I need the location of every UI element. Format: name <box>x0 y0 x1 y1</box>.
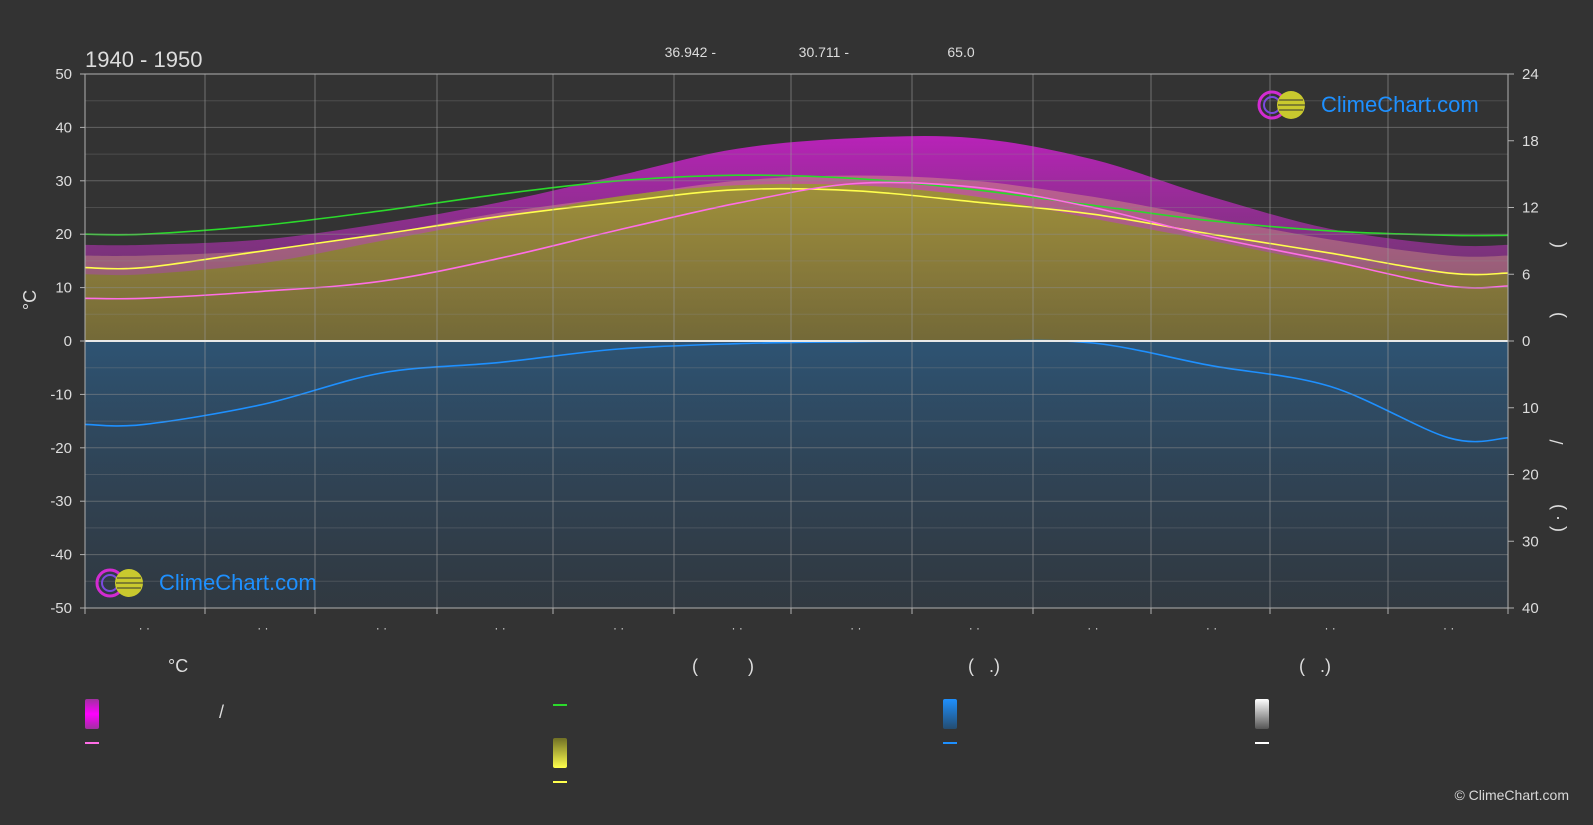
y-axis-label: °C <box>20 290 40 310</box>
legend-swatch-snow <box>1255 699 1269 729</box>
x-tick-label: · · <box>494 621 505 635</box>
copyright: © ClimeChart.com <box>1454 787 1569 803</box>
y-tick-label: 0 <box>64 333 72 350</box>
y2-upper-tick-label: 12 <box>1522 200 1539 217</box>
chart-title: 1940 - 1950 <box>85 47 202 72</box>
y2-label-upper-1: ( <box>1547 242 1567 248</box>
precip-line <box>84 339 1509 443</box>
y-tick-label: 50 <box>55 66 72 83</box>
y2-upper-tick-label: 6 <box>1522 266 1530 283</box>
legend-line-precip <box>943 742 957 744</box>
x-tick-label: · · <box>139 621 150 635</box>
band-sunshine <box>85 183 1508 341</box>
logo-icon <box>1257 90 1305 120</box>
legend-header-rain: ( .) <box>968 656 1000 676</box>
y2-label-lower-1: / <box>1547 439 1567 444</box>
stat-1: 36.942 - <box>665 44 717 60</box>
legend-slash: / <box>219 702 225 722</box>
y-tick-label: -30 <box>50 493 72 510</box>
daylight-line <box>84 174 1509 237</box>
y2-lower-tick-label: 30 <box>1522 533 1539 550</box>
y-tick-label: 40 <box>55 119 72 136</box>
y-tick-label: -40 <box>50 547 72 564</box>
legend-swatch-precip <box>943 699 957 729</box>
legend-line-snow <box>1255 742 1269 744</box>
y2-upper-tick-label: 24 <box>1522 66 1539 83</box>
logo-bottom[interactable]: ClimeChart.com <box>95 566 317 600</box>
x-tick-label: · · <box>613 621 624 635</box>
x-tick-label: · · <box>376 621 387 635</box>
axes: 50 40 30 20 10 0 -10 -20 -30 -40 -50 24 18 12 6 0 10 20 30… <box>50 66 1538 635</box>
x-tick-label: · · <box>1087 621 1098 635</box>
legend-header-snow: ( .) <box>1299 656 1331 676</box>
y-tick-label: -20 <box>50 440 72 457</box>
y-tick-label: 20 <box>55 226 72 243</box>
x-tick-label: · · <box>1443 621 1454 635</box>
y2-lower-tick-label: 40 <box>1522 600 1539 617</box>
y2-lower-tick-label: 10 <box>1522 400 1539 417</box>
legend: °C ( ) ( .) ( .) / <box>0 656 1593 800</box>
x-tick-label: · · <box>969 621 980 635</box>
y-tick-label: 30 <box>55 173 72 190</box>
y2-lower-tick-label: 20 <box>1522 467 1539 484</box>
y2-label-lower-2: ( · ) <box>1547 504 1567 532</box>
logo-text: ClimeChart.com <box>1321 92 1479 117</box>
y-tick-label: 10 <box>55 280 72 297</box>
legend-header-temperature: °C <box>168 656 189 676</box>
y2-upper-tick-label: 0 <box>1522 333 1530 350</box>
logo-top[interactable]: ClimeChart.com <box>1257 88 1479 122</box>
band-precip <box>85 341 1508 608</box>
x-tick-label: · · <box>1206 621 1217 635</box>
legend-swatch-max-temp <box>85 699 99 729</box>
y-tick-label: -50 <box>50 600 72 617</box>
legend-swatch-sunshine <box>553 738 567 768</box>
stat-3: 65.0 <box>947 44 974 60</box>
plot-area <box>84 74 1509 608</box>
y2-label-upper-2: ) <box>1547 312 1567 318</box>
stat-2: 30.711 - <box>799 44 850 60</box>
y2-upper-tick-label: 18 <box>1522 133 1539 150</box>
legend-line-sunshine <box>553 781 567 783</box>
x-tick-label: · · <box>257 621 268 635</box>
legend-line-avg-temp <box>85 742 99 744</box>
x-tick-label: · · <box>1324 621 1335 635</box>
y-tick-label: -10 <box>50 386 72 403</box>
legend-header-sun: ( ) <box>692 656 754 676</box>
sunshine-line <box>84 187 1509 276</box>
avg-temp-line <box>84 181 1509 300</box>
logo-text: ClimeChart.com <box>159 570 317 595</box>
logo-icon <box>95 568 143 598</box>
x-tick-label: · · <box>732 621 743 635</box>
x-tick-label: · · <box>850 621 861 635</box>
legend-line-daylight <box>553 704 567 706</box>
